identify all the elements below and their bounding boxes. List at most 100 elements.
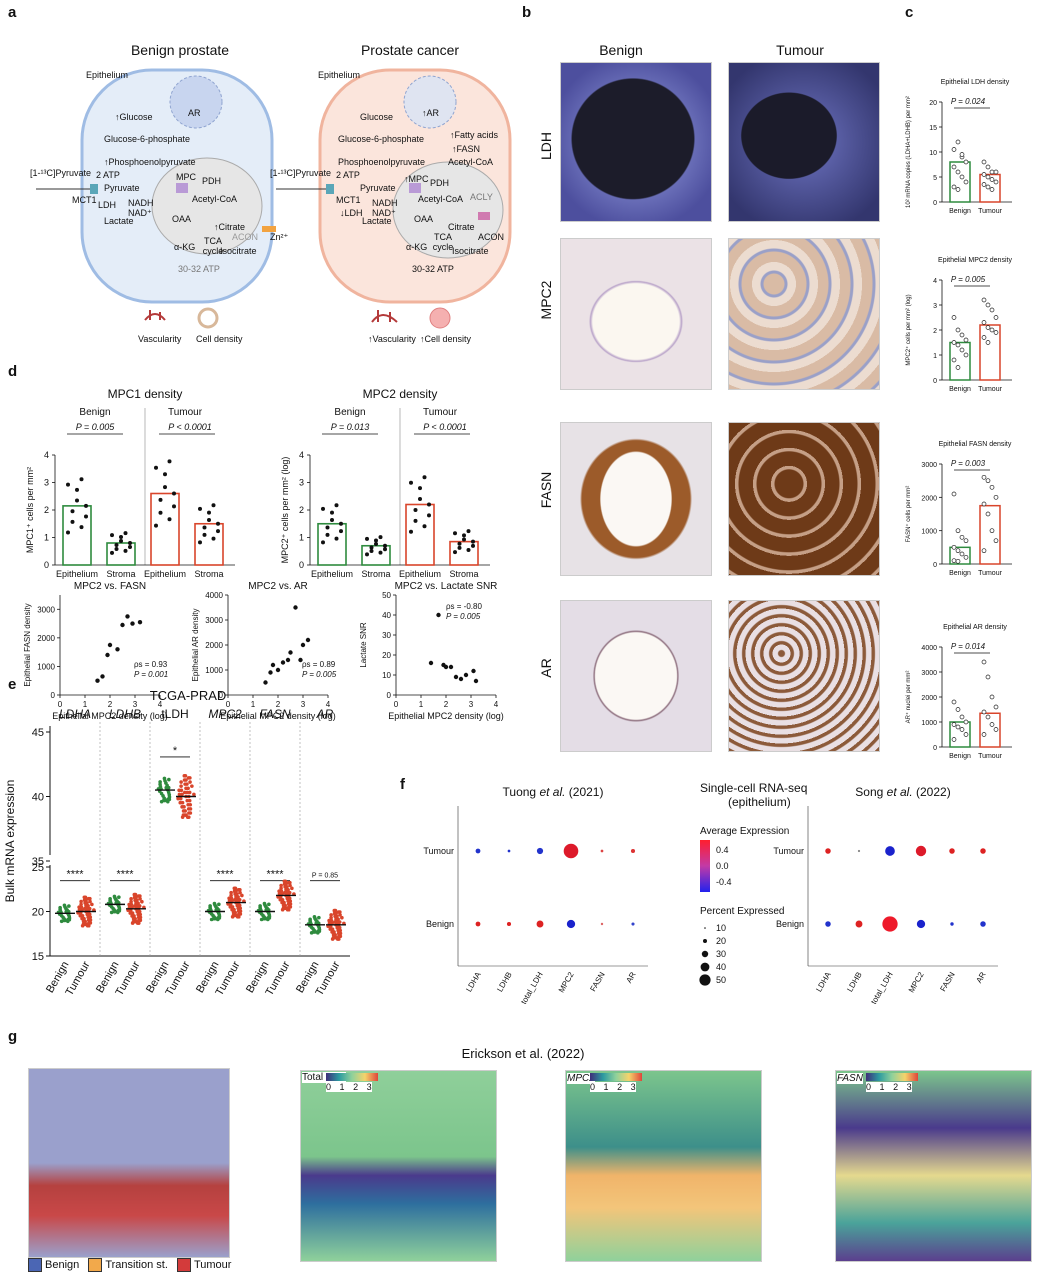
d-mpc1-point: [172, 491, 176, 496]
d-mpc1-cat: Epithelium: [144, 569, 186, 579]
e-point: [286, 899, 290, 903]
d-sc3-point: [428, 660, 434, 666]
d-mpc1-point: [216, 529, 220, 534]
d-mpc1-point: [202, 525, 207, 530]
e-point: [131, 919, 136, 924]
d-mpc2-point: [462, 537, 466, 542]
d-mpc2-p2: P < 0.0001: [423, 422, 466, 432]
e-point: [186, 807, 191, 811]
e-point: [190, 784, 194, 788]
benign-tca: TCA cycle: [202, 236, 224, 256]
c-fasn-point: [963, 538, 969, 544]
c-ldh-point: [951, 147, 957, 152]
c-ar-point: [993, 704, 999, 710]
e-point: [178, 800, 183, 805]
c-mpc2-point: [981, 297, 987, 303]
e-point: [178, 796, 183, 801]
d-sc1-title: MPC2 vs. FASN: [74, 581, 146, 592]
d-mpc1-point: [79, 477, 84, 482]
e-point: [258, 904, 262, 908]
d-mpc2-point: [462, 533, 466, 538]
c-ldh-bar: [979, 173, 1001, 203]
e-point: [336, 910, 341, 914]
map-label-total-ldh: Total LDH: [302, 1072, 346, 1083]
cancer-fatty-acids: ↑Fatty acids: [450, 130, 499, 140]
c-ar-point: [989, 722, 995, 727]
f-gene-label: LDHA: [814, 970, 833, 994]
d-sc2-point: [270, 662, 276, 668]
benign-atp2: 30-32 ATP: [178, 264, 220, 274]
d-mpc1-point: [167, 517, 172, 522]
d-mpc2-point: [466, 529, 471, 534]
benign-acon: ACON: [232, 232, 259, 242]
f-gene-label: LDHA: [464, 970, 483, 994]
e-point: [316, 929, 320, 934]
c-ldh-ylabel: 10² mRNA copies (LDHA+LDHB) per mm²: [906, 96, 912, 208]
e-point: [67, 904, 71, 908]
c-fasn-point: [951, 544, 957, 550]
c-mpc2-point: [989, 307, 995, 313]
cancer-glucose: Glucose: [360, 112, 394, 122]
e-point: [186, 776, 191, 780]
d-sc1-xlabel: Epithelial MPC2 density (log): [52, 711, 168, 721]
c-mpc2-point: [981, 320, 987, 325]
e-point: [217, 902, 221, 907]
d-sc1-ytick-label: 0: [51, 691, 56, 700]
scale-fasn: 0 1 2 3: [866, 1082, 912, 1092]
c-ldh-point: [955, 187, 961, 192]
d-mpc1-title: MPC1 density: [108, 387, 183, 401]
c-ldh-point: [951, 164, 957, 170]
benign-glucose: ↑Glucose: [115, 112, 153, 122]
c-ldh-point: [955, 169, 961, 175]
legend-transition: Transition st.: [105, 1258, 168, 1271]
c-ar-ytick-label: 4000: [921, 645, 937, 652]
e-point: [180, 805, 184, 809]
c-fasn-point: [993, 538, 999, 544]
benign-ldh: LDH: [98, 200, 117, 210]
d-mpc2-point: [422, 524, 427, 529]
tissue-legend: Benign Transition st. Tumour: [28, 1258, 231, 1272]
e-point: [287, 905, 291, 909]
f-row-label: Tumour: [423, 846, 454, 856]
c-ar-pvalue: P = 0.014: [951, 642, 986, 651]
e-point: [287, 896, 292, 901]
c-ar-point: [959, 714, 965, 720]
d-sc3-xtick-label: 0: [394, 700, 399, 709]
c-ldh-point: [963, 179, 969, 185]
e-point: [332, 920, 337, 924]
d-mpc1-point: [158, 510, 163, 515]
cancer-atp2: 30-32 ATP: [412, 264, 454, 274]
benign-pyruvate-in: [1-¹³C]Pyruvate: [30, 168, 92, 178]
c-fasn-bar: [949, 546, 971, 565]
e-gene-0: LDHA: [59, 707, 91, 721]
benign-g6p: Glucose-6-phosphate: [104, 134, 191, 144]
c-ar-point: [981, 709, 987, 715]
d-mpc1-point: [198, 540, 202, 545]
e-point: [82, 898, 87, 902]
c-ar-point: [951, 737, 957, 742]
e-point: [128, 911, 133, 915]
d-mpc1-point: [84, 514, 88, 519]
d-mpc2-point: [466, 548, 471, 553]
e-point: [62, 903, 67, 908]
f-pct-tick: 20: [716, 936, 726, 946]
c-mpc2-ytick-label: 1: [933, 353, 937, 360]
f-pct-dot: [704, 927, 706, 929]
d-sc2-xtick-label: 0: [226, 700, 231, 709]
d-sc1-xtick-label: 0: [58, 700, 63, 709]
e-ytick-label: 40: [32, 792, 44, 804]
f-dot: [566, 919, 576, 929]
spatial-map-total-ldh: [300, 1070, 497, 1262]
c-fasn-bar: [979, 504, 1001, 565]
d-mpc2-point: [334, 503, 339, 508]
d-sc1-xtick-label: 2: [108, 700, 113, 709]
d-mpc2-point: [374, 542, 378, 547]
d-sc2-title: MPC2 vs. AR: [248, 581, 307, 592]
e-point: [80, 916, 84, 921]
c-ar-cat: Benign: [949, 753, 971, 760]
f-pct-dot: [701, 950, 709, 958]
c-fasn-ytick-label: 0: [933, 562, 937, 569]
d-mpc2-point: [365, 536, 369, 541]
c-ldh-point: [993, 169, 999, 175]
e-point: [264, 908, 269, 912]
